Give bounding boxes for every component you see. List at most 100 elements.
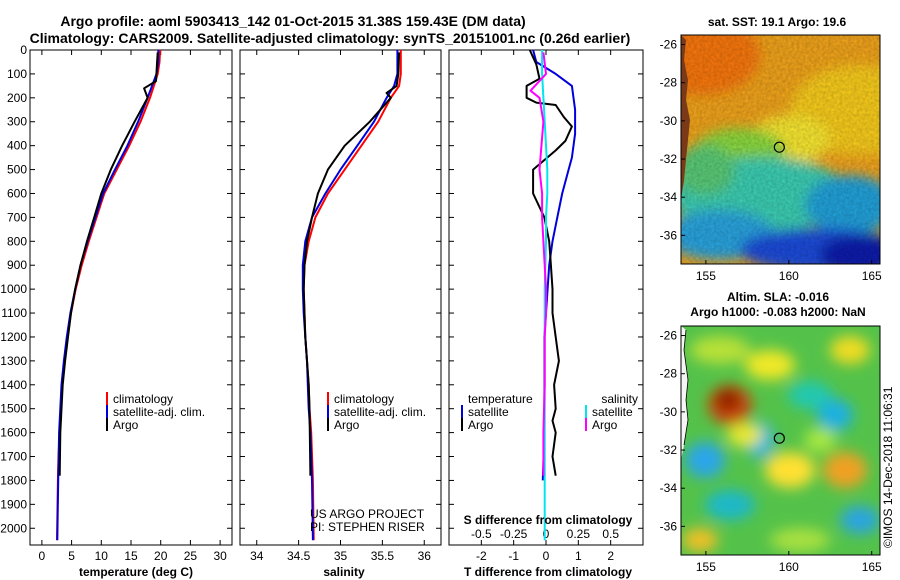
legend-label-temp-argo: Argo [468, 418, 494, 432]
sla-map-title-line1: Altim. SLA: -0.016 [727, 290, 829, 304]
difference-top-xlabel: S difference from climatology [464, 513, 633, 527]
map-y-tick-label: -36 [660, 519, 678, 533]
y-tick-label: 200 [7, 91, 27, 105]
map-x-tick-label: 165 [862, 269, 882, 283]
y-tick-label: 300 [7, 115, 27, 129]
y-tick-label: 2000 [0, 521, 27, 535]
y-tick-label: 0 [20, 43, 27, 57]
map-y-tick-label: -26 [660, 38, 678, 52]
y-tick-label: 900 [7, 258, 27, 272]
legend-title-temperature: temperature [468, 392, 533, 406]
map-y-tick-label: -34 [660, 481, 678, 495]
difference-legend: temperature satellite Argo salinity sate… [461, 392, 638, 432]
series-line-salinity-satellite [541, 50, 549, 541]
y-tick-label: 1600 [0, 426, 27, 440]
y-tick-label: 600 [7, 186, 27, 200]
map-y-tick-label: -30 [660, 114, 678, 128]
sla-map-image [681, 326, 880, 555]
difference-xlabel: T difference from climatology [464, 565, 632, 579]
sst-profile-location-marker [773, 141, 785, 153]
sla-map-frame [680, 325, 881, 556]
x-tick-label: -1 [508, 549, 519, 563]
y-tick-label: 700 [7, 210, 27, 224]
project-annotation-line2: PI: STEPHEN RISER [310, 520, 425, 534]
plot-frame [29, 49, 233, 546]
sla-profile-location-marker [773, 432, 785, 444]
map-y-tick-label: -30 [660, 405, 678, 419]
map-x-tick-label: 155 [696, 560, 716, 574]
legend-label-temp-satellite: satellite [468, 405, 509, 419]
y-tick-label: 1300 [0, 354, 27, 368]
legend-label-sal-satellite: satellite [592, 405, 633, 419]
x-tick-label: 0 [543, 549, 550, 563]
difference-panel: -2 -1 0 1 2 -0.5 -0.25 0 0.25 0.5 [448, 49, 644, 563]
y-tick-label: 1400 [0, 378, 27, 392]
x-tick-label: 0 [39, 549, 46, 563]
y-tick-label: 1500 [0, 402, 27, 416]
y-tick-label: 1700 [0, 450, 27, 464]
sst-map-frame [680, 34, 881, 265]
legend-label-argo: Argo [113, 418, 139, 432]
legend-label-satellite: satellite-adj. clim. [334, 405, 426, 419]
map-y-tick-label: -28 [660, 367, 678, 381]
x-tick-label: 34 [250, 549, 264, 563]
legend-label-climatology: climatology [113, 392, 173, 406]
map-y-tick-label: -34 [660, 190, 678, 204]
map-y-tick-label: -26 [660, 329, 678, 343]
legend-label-satellite: satellite-adj. clim. [113, 405, 205, 419]
sla-map-axes: 155 160 165 -26 -28 -30 -32 -34 -36 [660, 329, 882, 574]
imos-credit: ©IMOS 14-Dec-2018 11:06:31 [881, 386, 895, 548]
x-tick-label: 1 [575, 549, 582, 563]
y-tick-label: 1000 [0, 282, 27, 296]
y-tick-label: 100 [7, 67, 27, 81]
legend-label-argo: Argo [334, 418, 360, 432]
salinity-legend: climatology satellite-adj. clim. Argo [327, 392, 426, 432]
legend-label-sal-argo: Argo [592, 418, 618, 432]
map-y-tick-label: -32 [660, 443, 678, 457]
y-tick-label: 800 [7, 234, 27, 248]
sst-map-axes: 155 160 165 -26 -28 -30 -32 -34 -36 [660, 38, 882, 283]
x-top-tick-label: 0 [543, 527, 550, 541]
x-tick-label: 35.5 [371, 549, 395, 563]
x-tick-label: 20 [154, 549, 168, 563]
project-annotation-line1: US ARGO PROJECT [310, 507, 425, 521]
sla-map-title-line2: Argo h1000: -0.083 h2000: NaN [690, 305, 865, 319]
temperature-panel: 0100200300400500600700800900100011001200… [0, 43, 233, 563]
series-line-argo [58, 52, 159, 476]
map-y-tick-label: -36 [660, 228, 678, 242]
y-tick-label: 400 [7, 139, 27, 153]
x-tick-label: 15 [124, 549, 138, 563]
chart-title-line2: Climatology: CARS2009. Satellite-adjuste… [30, 30, 631, 46]
x-tick-label: 5 [68, 549, 75, 563]
legend-title-salinity: salinity [601, 392, 638, 406]
series-line-temperature-argo [525, 49, 573, 476]
map-y-tick-label: -32 [660, 152, 678, 166]
map-x-tick-label: 165 [862, 560, 882, 574]
series-line-salinity-argo [529, 52, 547, 476]
x-top-tick-label: -0.5 [471, 527, 492, 541]
y-tick-label: 1800 [0, 473, 27, 487]
series-line-argo [302, 52, 401, 476]
x-tick-label: 10 [95, 549, 109, 563]
x-tick-label: -2 [476, 549, 487, 563]
x-tick-label: 35 [334, 549, 348, 563]
chart-title-line1: Argo profile: aoml 5903413_142 01-Oct-20… [60, 13, 525, 29]
map-x-tick-label: 155 [696, 269, 716, 283]
map-y-tick-label: -28 [660, 76, 678, 90]
plot-frame [239, 49, 442, 546]
salinity-xlabel: salinity [323, 565, 365, 579]
sst-map-image [681, 35, 880, 264]
salinity-panel: 34 34.5 35 35.5 36 [239, 49, 442, 563]
x-tick-label: 30 [213, 549, 227, 563]
map-x-tick-label: 160 [779, 269, 799, 283]
x-tick-label: 36 [418, 549, 432, 563]
y-tick-label: 1200 [0, 330, 27, 344]
x-top-tick-label: -0.25 [500, 527, 528, 541]
y-tick-label: 500 [7, 163, 27, 177]
temperature-xlabel: temperature (deg C) [79, 565, 193, 579]
y-tick-label: 1900 [0, 497, 27, 511]
x-top-tick-label: 0.5 [602, 527, 619, 541]
x-tick-label: 34.5 [287, 549, 311, 563]
x-tick-label: 2 [607, 549, 614, 563]
